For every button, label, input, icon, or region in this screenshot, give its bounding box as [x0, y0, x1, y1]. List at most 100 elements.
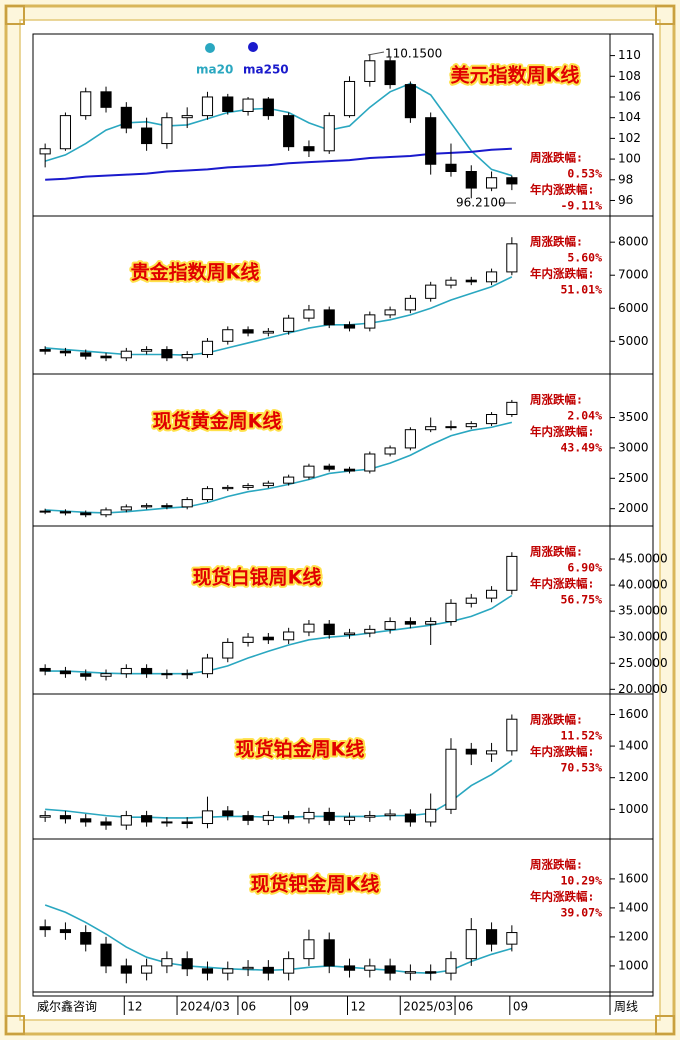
candle-body	[404, 813, 416, 823]
candle-body	[364, 628, 376, 634]
candle-body	[100, 673, 112, 677]
legend-icon	[248, 42, 258, 52]
candle-body	[120, 350, 132, 359]
candle-body	[80, 818, 92, 823]
candle-body	[222, 486, 234, 490]
ytd-label: 年内涨跌幅:	[530, 267, 594, 281]
candle-body	[445, 163, 457, 172]
x-tick-label: 12	[127, 1000, 142, 1014]
y-tick-label: 1200	[618, 770, 649, 784]
y-tick-label: 2500	[618, 471, 649, 485]
source-label: 威尔鑫咨询	[37, 999, 97, 1014]
y-tick-label: 1000	[618, 958, 649, 972]
weekly-change: 6.90%	[567, 561, 602, 575]
panel-title: 现货铂金周K线	[236, 738, 365, 761]
candle-body	[100, 355, 112, 359]
candle-body	[181, 354, 193, 359]
candle-body	[364, 60, 376, 82]
candle-body	[100, 509, 112, 516]
candle-body	[303, 146, 315, 152]
y-tick-label: 3500	[618, 410, 649, 424]
candle-body	[303, 309, 315, 319]
candle-body	[80, 91, 92, 117]
ytd-label: 年内涨跌幅:	[530, 425, 594, 439]
candle-body	[161, 673, 173, 676]
candle-body	[181, 821, 193, 825]
candle-body	[242, 636, 254, 643]
candle-body	[485, 414, 498, 425]
candle-body	[465, 929, 477, 960]
candle-body	[120, 106, 132, 129]
candle-body	[80, 673, 92, 677]
candle-body	[283, 115, 295, 148]
weekly-change: 10.29%	[560, 874, 602, 888]
candle-body	[404, 297, 416, 311]
candle-body	[506, 243, 518, 273]
candle-body	[59, 815, 72, 820]
candle-body	[404, 429, 416, 449]
y-tick-label: 100	[618, 152, 641, 166]
candle-body	[445, 279, 457, 286]
candle-body	[343, 965, 356, 971]
x-tick-label: 09	[513, 1000, 528, 1014]
legend-label: ma20	[196, 63, 233, 77]
candle-body	[283, 631, 295, 641]
plot-frame	[32, 33, 654, 997]
y-tick-label: 1400	[618, 739, 649, 753]
panel-title: 现货钯金周K线	[251, 873, 380, 896]
candle-body	[80, 932, 92, 945]
candle-body	[201, 657, 214, 675]
candle-body	[506, 177, 518, 185]
candle-body	[100, 943, 112, 967]
candle-body	[384, 813, 396, 817]
candle-body	[39, 148, 51, 155]
candle-body	[364, 314, 376, 329]
legend: ma20 ma250	[196, 42, 289, 77]
x-tick-label: 2024/03	[180, 1000, 230, 1014]
candle-body	[465, 423, 477, 428]
ytd-label: 年内涨跌幅:	[530, 890, 594, 904]
candle-body	[343, 80, 356, 117]
y-tick-label: 102	[618, 131, 641, 145]
y-tick-label: 30.0000	[618, 630, 668, 644]
candle-body	[485, 271, 498, 283]
ytd-change: 39.07%	[560, 906, 602, 920]
weekly-label: 周涨跌幅:	[530, 858, 583, 872]
candle-body	[201, 340, 214, 356]
candle-body	[364, 815, 376, 818]
y-tick-label: 20.0000	[618, 682, 668, 696]
candle-body	[59, 350, 72, 354]
candle-body	[262, 636, 274, 641]
x-tick-label: 09	[294, 1000, 309, 1014]
candle-body	[445, 426, 457, 429]
candle-body	[222, 329, 234, 342]
candle-body	[425, 117, 437, 165]
candle-body	[59, 511, 72, 514]
weekly-label: 周涨跌幅:	[530, 713, 583, 727]
high-annotation: 110.1500	[385, 47, 442, 61]
candle-body	[404, 621, 416, 625]
candle-body	[404, 84, 416, 119]
candle-body	[201, 810, 214, 825]
candle-body	[222, 968, 234, 974]
candle-body	[384, 447, 396, 455]
candle-body	[445, 958, 457, 974]
candle-body	[80, 512, 92, 516]
candle-body	[485, 177, 498, 189]
candle-body	[141, 349, 153, 352]
legend-label: ma250	[243, 63, 289, 77]
candle-body	[201, 96, 214, 117]
candle-body	[80, 352, 92, 357]
candle-body	[343, 632, 356, 636]
x-tick-label: 06	[458, 1000, 473, 1014]
ytd-label: 年内涨跌幅:	[530, 183, 594, 197]
candle-body	[283, 317, 295, 332]
candle-body	[161, 821, 173, 824]
candle-body	[323, 811, 335, 821]
y-tick-label: 1400	[618, 900, 649, 914]
candle-body	[323, 623, 335, 636]
candle-body	[384, 621, 396, 630]
weekly-label: 周涨跌幅:	[530, 393, 583, 407]
candle-body	[323, 309, 335, 326]
y-tick-label: 40.0000	[618, 578, 668, 592]
